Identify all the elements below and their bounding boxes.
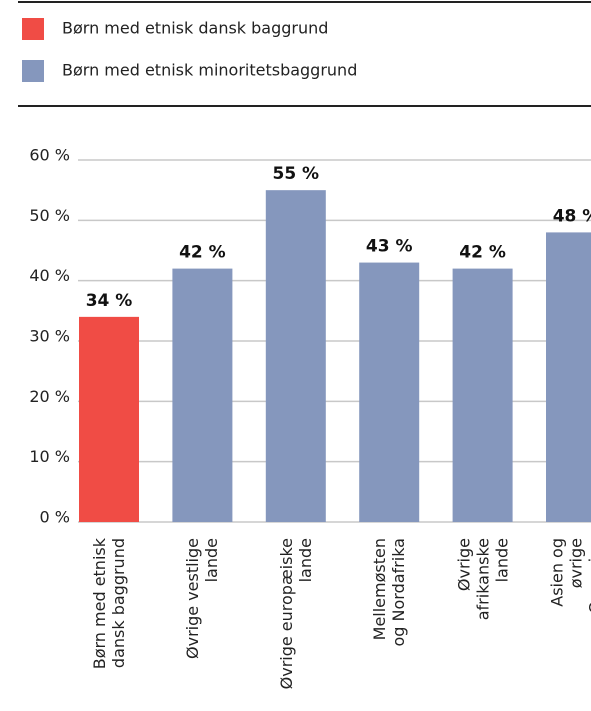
- value-label: 34 %: [86, 291, 133, 311]
- y-tick-label: 30 %: [29, 327, 70, 346]
- value-label: 48 %: [553, 206, 591, 226]
- bar: [452, 268, 513, 522]
- value-label: 42 %: [179, 243, 226, 263]
- y-tick-label: 10 %: [29, 447, 70, 466]
- x-tick-label: Øvrige europæiske lande: [276, 538, 315, 690]
- legend-label: Børn med etnisk minoritetsbaggrund: [62, 61, 357, 80]
- value-label: 43 %: [366, 237, 413, 257]
- bar: [265, 190, 326, 522]
- legend-swatch: [22, 18, 44, 40]
- value-label: 42 %: [459, 243, 506, 263]
- value-label: 55 %: [272, 164, 319, 184]
- x-tick-label: Mellemøsten og Nordafrika: [370, 538, 409, 647]
- x-tick-label: Øvrige vestlige lande: [183, 538, 222, 659]
- x-tick-label: Børn med etnisk dansk baggrund: [90, 538, 128, 670]
- bar: [172, 268, 233, 522]
- x-tick-label: Asien og øvrige Oceanien: [547, 538, 591, 614]
- bar: [546, 232, 591, 522]
- y-tick-label: 50 %: [29, 206, 70, 225]
- bar: [359, 262, 420, 522]
- y-tick-label: 20 %: [29, 387, 70, 406]
- y-tick-label: 0 %: [40, 508, 70, 527]
- legend-label: Børn med etnisk dansk baggrund: [62, 19, 328, 38]
- legend-swatch: [22, 60, 44, 82]
- x-tick-label: Øvrige afrikanske lande: [454, 538, 512, 621]
- y-tick-label: 60 %: [29, 146, 70, 165]
- y-tick-label: 40 %: [29, 266, 70, 285]
- bar: [79, 316, 139, 522]
